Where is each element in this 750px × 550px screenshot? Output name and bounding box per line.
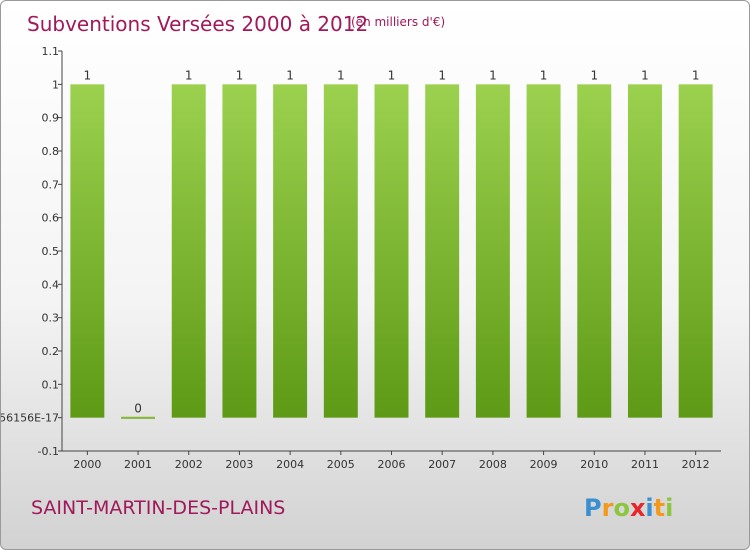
x-tick-label-2004: 2004: [276, 458, 304, 471]
chart-unit: (en milliers d'€): [351, 15, 445, 29]
proxiti-logo: Proxiti: [584, 494, 673, 522]
bar-2004: [273, 84, 308, 418]
x-tick-label-2002: 2002: [175, 458, 203, 471]
data-label-2002: 1: [185, 68, 193, 82]
data-label-2001: 0: [134, 402, 142, 416]
y-tick-label: 1.1: [42, 45, 60, 58]
bar-2005: [323, 84, 358, 418]
x-tick-label-2009: 2009: [530, 458, 558, 471]
bar-2010: [577, 84, 612, 418]
y-tick-label: 0.8: [42, 145, 60, 158]
bars-group: 1 0 1 1 1 1 1 1 1 1 1 1 1: [70, 68, 713, 419]
data-label-2000: 1: [84, 68, 92, 82]
x-tick-label-2005: 2005: [327, 458, 355, 471]
logo-letter: r: [602, 494, 614, 522]
x-axis: 2000 2001 2002 2003 2004 2005 2006 2007 2008 2009…: [62, 450, 721, 471]
data-label-2012: 1: [692, 68, 700, 82]
data-label-2006: 1: [388, 68, 396, 82]
bar-2002: [171, 84, 206, 418]
x-tick-label-2011: 2011: [631, 458, 659, 471]
logo-letter: t: [654, 494, 665, 522]
data-label-2009: 1: [540, 68, 548, 82]
data-label-2004: 1: [286, 68, 294, 82]
bar-2011: [627, 84, 662, 418]
logo-letter: o: [613, 494, 630, 522]
y-tick-label: 1: [52, 78, 59, 91]
data-label-2011: 1: [641, 68, 649, 82]
y-tick-label: 0.6: [42, 212, 60, 225]
data-label-2003: 1: [236, 68, 244, 82]
data-label-2010: 1: [590, 68, 598, 82]
x-tick-label-2008: 2008: [479, 458, 507, 471]
bar-2006: [374, 84, 409, 418]
bar-2001: [121, 416, 156, 419]
chart-title: Subventions Versées 2000 à 2012: [27, 12, 368, 36]
data-label-2005: 1: [337, 68, 345, 82]
y-axis: 1.1 1 0.9 0.8 0.7 0.6 0.5 0.4 0.3 0.2 0.1 2.7755575…: [1, 45, 63, 458]
y-tick-label: 0.2: [42, 345, 60, 358]
y-tick-label: 0.7: [42, 178, 60, 191]
y-tick-label: 0.5: [42, 245, 60, 258]
bar-2008: [475, 84, 510, 418]
bar-2007: [425, 84, 460, 418]
logo-letter: P: [584, 494, 602, 522]
x-tick-label-2000: 2000: [73, 458, 101, 471]
commune-name: SAINT-MARTIN-DES-PLAINS: [31, 497, 285, 519]
y-tick-label: 2.77555756156E-17: [1, 412, 59, 425]
logo-letter: i: [665, 494, 673, 522]
data-label-2007: 1: [438, 68, 446, 82]
bar-2012: [678, 84, 713, 418]
bar-2003: [222, 84, 257, 418]
x-tick-label-2006: 2006: [378, 458, 406, 471]
x-tick-label-2003: 2003: [225, 458, 253, 471]
data-label-2008: 1: [489, 68, 497, 82]
logo-letter: x: [630, 494, 646, 522]
x-tick-label-2007: 2007: [428, 458, 456, 471]
y-tick-label: 0.9: [42, 112, 60, 125]
logo-letter: i: [645, 494, 653, 522]
bar-2009: [526, 84, 561, 418]
bar-2000: [70, 84, 105, 418]
x-tick-label-2001: 2001: [124, 458, 152, 471]
y-tick-label: 0.4: [42, 278, 60, 291]
y-tick-label: 0.1: [42, 378, 60, 391]
x-tick-label-2010: 2010: [580, 458, 608, 471]
x-tick-label-2012: 2012: [682, 458, 710, 471]
y-tick-label: 0.3: [42, 312, 60, 325]
y-tick-label: -0.1: [38, 445, 59, 458]
